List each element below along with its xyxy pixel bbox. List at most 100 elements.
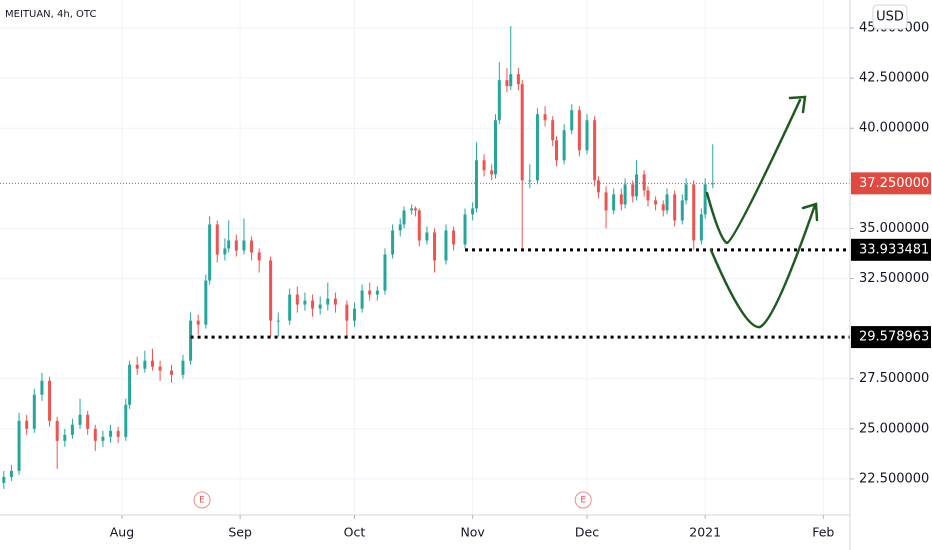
currency-box[interactable] bbox=[872, 4, 908, 30]
candle-body bbox=[32, 394, 36, 429]
candle-body bbox=[680, 200, 684, 221]
candle bbox=[170, 364, 174, 383]
candle bbox=[661, 200, 665, 217]
candle-body bbox=[368, 290, 372, 295]
candle bbox=[9, 464, 13, 481]
price-label: 37.250000 bbox=[859, 176, 929, 191]
candle-body bbox=[585, 120, 589, 151]
candle bbox=[654, 196, 658, 211]
candle-body bbox=[703, 184, 707, 215]
candle-body bbox=[55, 420, 59, 441]
candle-body bbox=[631, 184, 635, 197]
candle-body bbox=[623, 184, 627, 205]
candle-body bbox=[116, 430, 120, 437]
candle-body bbox=[234, 240, 238, 251]
candle bbox=[318, 296, 322, 315]
candle bbox=[128, 360, 132, 409]
candle-body bbox=[223, 248, 227, 255]
candle bbox=[116, 426, 120, 443]
candle bbox=[471, 202, 475, 221]
currency-label[interactable]: USD bbox=[876, 10, 904, 25]
y-tick-label: 35.000000 bbox=[859, 221, 929, 236]
candle-body bbox=[375, 290, 379, 295]
candle bbox=[311, 294, 315, 317]
candle bbox=[250, 236, 254, 261]
candle-body bbox=[196, 320, 200, 325]
candle-body bbox=[276, 320, 280, 322]
x-tick-label: Nov bbox=[460, 525, 485, 540]
candle bbox=[631, 180, 635, 203]
candle bbox=[711, 144, 715, 189]
candle-body bbox=[593, 120, 597, 181]
candle bbox=[124, 398, 128, 441]
candle bbox=[352, 302, 356, 327]
candle-body bbox=[482, 160, 486, 171]
candle bbox=[452, 226, 456, 251]
candle bbox=[535, 108, 539, 185]
candle-body bbox=[509, 74, 513, 87]
candle bbox=[2, 470, 6, 489]
candle-body bbox=[570, 110, 574, 131]
candle bbox=[577, 106, 581, 157]
candle-body bbox=[516, 74, 520, 85]
candle bbox=[413, 206, 417, 217]
x-tick-label: 2021 bbox=[689, 525, 721, 540]
candle-body bbox=[170, 370, 174, 375]
candle-body bbox=[642, 174, 646, 191]
candle-body bbox=[63, 434, 67, 441]
x-tick-label: Sep bbox=[228, 525, 252, 540]
candle bbox=[463, 208, 467, 249]
candle-body bbox=[360, 290, 364, 309]
candle-body bbox=[208, 224, 212, 281]
candle bbox=[70, 418, 74, 439]
candle bbox=[494, 114, 498, 179]
candle bbox=[402, 206, 406, 229]
y-tick-label: 42.500000 bbox=[859, 71, 929, 86]
candle bbox=[516, 68, 520, 91]
candle-body bbox=[551, 120, 555, 141]
candle-body bbox=[410, 208, 414, 211]
candle bbox=[383, 248, 387, 295]
candle-body bbox=[326, 298, 330, 305]
candle-body bbox=[295, 294, 299, 305]
candle bbox=[234, 234, 238, 257]
candle-body bbox=[352, 308, 356, 321]
candle-body bbox=[402, 210, 406, 225]
candle-body bbox=[425, 232, 429, 241]
candle-body bbox=[433, 232, 437, 261]
candle-body bbox=[158, 366, 162, 371]
candle-body bbox=[413, 208, 417, 211]
drawing-arrows bbox=[705, 95, 819, 329]
candle bbox=[143, 350, 147, 373]
candle-body bbox=[135, 364, 139, 369]
candle-body bbox=[391, 230, 395, 255]
candle bbox=[673, 190, 677, 227]
candle-body bbox=[269, 260, 273, 321]
candle-body bbox=[699, 214, 703, 241]
candle-body bbox=[109, 430, 113, 437]
event-label: E bbox=[199, 496, 205, 506]
candle bbox=[375, 286, 379, 301]
candle bbox=[181, 354, 185, 379]
candle-body bbox=[227, 240, 231, 249]
candle bbox=[509, 26, 513, 91]
candle-body bbox=[665, 194, 669, 211]
candle-body bbox=[604, 192, 608, 211]
candle bbox=[596, 176, 600, 199]
y-tick-label: 40.000000 bbox=[859, 121, 929, 136]
candle bbox=[158, 360, 162, 381]
candle-body bbox=[333, 298, 337, 305]
candle-body bbox=[48, 380, 52, 421]
candle-body bbox=[654, 200, 658, 205]
candle-body bbox=[490, 170, 494, 175]
candle bbox=[585, 114, 589, 155]
candle bbox=[433, 228, 437, 273]
y-tick-label: 22.500000 bbox=[859, 471, 929, 486]
candle-body bbox=[345, 304, 349, 321]
candle bbox=[196, 314, 200, 335]
candle-body bbox=[711, 183, 715, 185]
candle-body bbox=[40, 380, 44, 395]
candle-body bbox=[383, 254, 387, 291]
candle-body bbox=[684, 184, 688, 201]
